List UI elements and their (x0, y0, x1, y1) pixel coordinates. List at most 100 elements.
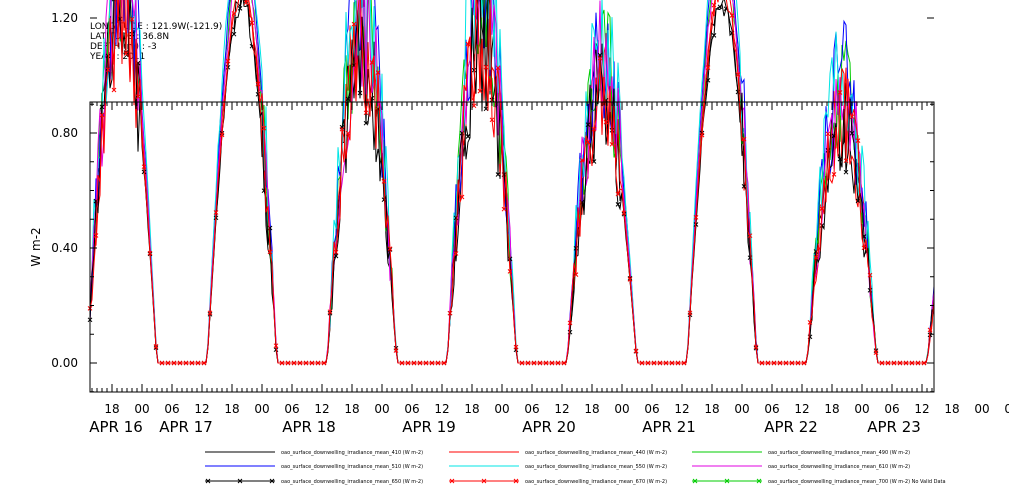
series-marker (657, 360, 663, 366)
series-marker (579, 157, 585, 163)
x-tick-label: 18 (704, 402, 719, 416)
series-marker (837, 156, 843, 162)
series-marker (477, 88, 483, 94)
y-tick-label: 0.80 (51, 126, 78, 140)
legend-marker (756, 478, 762, 484)
series-marker (879, 360, 885, 366)
series-marker (813, 255, 819, 260)
series-marker (867, 272, 873, 278)
x-tick-label: 00 (134, 402, 149, 416)
series-marker (459, 194, 465, 200)
series-marker (183, 360, 189, 366)
series-marker (537, 360, 543, 366)
series-line (89, 0, 935, 364)
series-marker (573, 272, 579, 277)
series-marker (645, 360, 651, 366)
series-marker (93, 233, 99, 238)
series-marker (837, 90, 843, 95)
depth-label: DEPTH (m) : -3 (90, 42, 157, 52)
series-marker (327, 309, 333, 315)
series-marker (357, 90, 363, 96)
series-marker (669, 360, 675, 366)
series-marker (513, 344, 519, 350)
legend-label: oao_surface_downwelling_irradiance_mean_… (281, 464, 423, 470)
series-marker (507, 269, 513, 274)
series-marker (189, 360, 195, 366)
series-marker (543, 360, 549, 366)
series-marker (777, 360, 783, 366)
series-marker (567, 329, 573, 335)
series-marker (615, 202, 621, 207)
legend-label: oao_surface_downwelling_irradiance_mean_… (525, 464, 667, 470)
series-marker (339, 126, 345, 132)
x-tick-label: 12 (194, 402, 209, 416)
series-marker (855, 198, 861, 204)
x-tick-label: 18 (944, 402, 959, 416)
legend-marker (513, 478, 519, 484)
series-marker (471, 103, 477, 109)
series-marker (807, 320, 813, 325)
series-marker (465, 41, 471, 47)
plot-frame (89, 101, 935, 393)
series-marker (435, 360, 441, 366)
series-marker (411, 360, 417, 366)
series-marker (651, 360, 657, 366)
x-tick-label: 12 (434, 402, 449, 416)
series-marker (345, 130, 351, 136)
series-marker (177, 360, 183, 366)
series-marker (453, 251, 459, 256)
legend-label: oao_surface_downwelling_irradiance_mean_… (525, 479, 667, 485)
legend: oao_surface_downwelling_irradiance_mean_… (205, 450, 946, 485)
series-marker (315, 360, 321, 366)
series-marker (279, 360, 285, 366)
series-marker (687, 310, 693, 316)
series-marker (693, 215, 699, 220)
x-tick-label: 06 (284, 402, 299, 416)
series-marker (333, 253, 339, 259)
series-marker (243, 0, 249, 6)
series-marker (495, 65, 501, 71)
series-marker (375, 70, 381, 75)
series-marker (909, 360, 915, 366)
series-marker (171, 360, 177, 366)
x-tick-label: 06 (1004, 402, 1009, 416)
series-marker (555, 360, 561, 366)
series-marker (747, 233, 753, 239)
series-marker (399, 360, 405, 366)
series-marker (585, 122, 591, 128)
x-tick-label: 12 (314, 402, 329, 416)
series-marker (705, 65, 711, 70)
series-marker (861, 245, 867, 251)
series-marker (783, 360, 789, 366)
series-marker (915, 360, 921, 366)
series-marker (111, 87, 117, 93)
series-marker (861, 234, 867, 239)
x-tick-label: 06 (404, 402, 419, 416)
series-marker (741, 136, 747, 142)
x-date-label: APR 17 (159, 418, 213, 436)
x-tick-label: 00 (854, 402, 869, 416)
series-marker (519, 360, 525, 366)
series-marker (363, 110, 369, 116)
series-marker (573, 245, 579, 251)
legend-marker (449, 478, 455, 484)
legend-marker (269, 478, 275, 484)
series-marker (675, 360, 681, 366)
series-marker (303, 360, 309, 366)
series-marker (231, 11, 237, 16)
x-tick-label: 00 (974, 402, 989, 416)
x-date-label: APR 22 (764, 418, 818, 436)
series-marker (609, 141, 615, 147)
series-marker (309, 360, 315, 366)
series-marker (699, 132, 705, 138)
series-marker (135, 94, 141, 100)
series-marker (405, 360, 411, 366)
series-marker (363, 120, 369, 126)
series-marker (225, 64, 231, 70)
series-marker (927, 327, 933, 333)
x-tick-label: 00 (254, 402, 269, 416)
series-marker (753, 344, 759, 350)
series-marker (711, 33, 717, 38)
series-marker (843, 158, 849, 164)
series-marker (843, 169, 849, 175)
